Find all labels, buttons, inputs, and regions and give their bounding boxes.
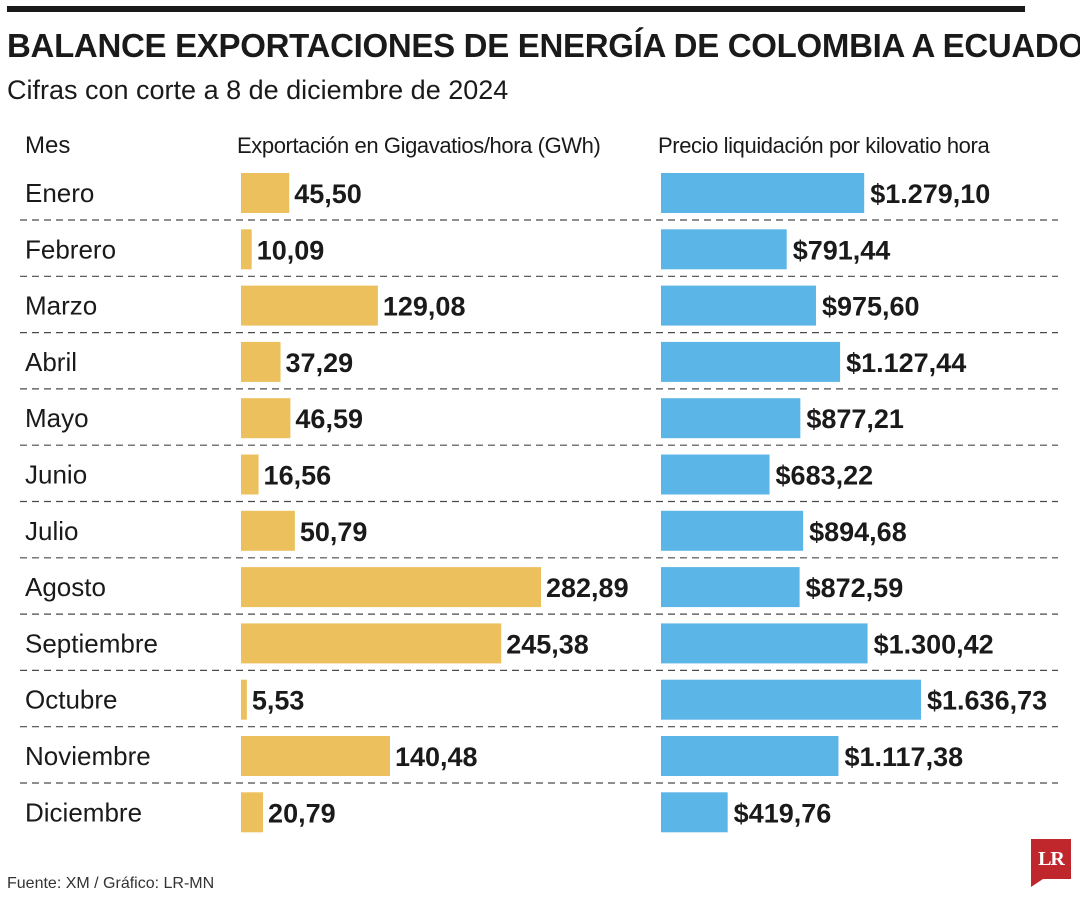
- price-value-label: $975,60: [822, 292, 920, 322]
- month-label: Abril: [25, 347, 77, 377]
- price-value-label: $1.127,44: [846, 348, 966, 378]
- export-value-label: 37,29: [286, 348, 354, 378]
- export-value-label: 129,08: [383, 292, 466, 322]
- month-label: Agosto: [25, 572, 106, 602]
- price-bar: [661, 510, 804, 551]
- month-label: Febrero: [25, 234, 116, 264]
- price-bar: [661, 285, 816, 326]
- export-value-label: 10,09: [257, 235, 325, 265]
- export-value-label: 46,59: [295, 404, 363, 434]
- price-value-label: $683,22: [776, 461, 874, 491]
- export-value-label: 20,79: [268, 798, 336, 828]
- chart-subtitle: Cifras con corte a 8 de diciembre de 202…: [7, 75, 509, 105]
- export-bar: [241, 567, 541, 608]
- export-bar: [241, 454, 259, 495]
- chart-title: BALANCE EXPORTACIONES DE ENERGÍA DE COLO…: [7, 27, 1080, 64]
- month-label: Enero: [25, 178, 94, 208]
- price-bar: [661, 341, 841, 382]
- month-label: Octubre: [25, 685, 118, 715]
- export-bar: [241, 792, 264, 833]
- price-bar: [661, 679, 921, 720]
- export-value-label: 245,38: [506, 629, 589, 659]
- price-bar: [661, 173, 865, 213]
- price-value-label: $1.300,42: [874, 629, 994, 659]
- export-bar: [241, 341, 281, 382]
- price-bar: [661, 229, 787, 270]
- export-bar: [241, 229, 252, 270]
- export-bar: [241, 679, 247, 720]
- lr-logo: LR: [1031, 839, 1071, 887]
- export-bar: [241, 173, 290, 213]
- export-value-label: 45,50: [294, 179, 362, 209]
- month-label: Julio: [25, 516, 78, 546]
- month-label: Noviembre: [25, 741, 151, 771]
- export-column-header: Exportación en Gigavatios/hora (GWh): [237, 133, 601, 158]
- month-label: Junio: [25, 460, 87, 490]
- month-label: Mayo: [25, 403, 89, 433]
- price-bar: [661, 792, 728, 833]
- month-column-header: Mes: [25, 132, 71, 159]
- export-value-label: 282,89: [546, 573, 629, 603]
- export-bar: [241, 285, 378, 326]
- export-bar: [241, 623, 502, 664]
- top-rule: [7, 6, 1025, 12]
- price-value-label: $791,44: [793, 235, 891, 265]
- price-value-label: $894,68: [809, 517, 907, 547]
- price-value-label: $872,59: [806, 573, 904, 603]
- price-value-label: $877,21: [806, 404, 904, 434]
- source-note: Fuente: XM / Gráfico: LR-MN: [7, 875, 215, 892]
- month-label: Diciembre: [25, 797, 142, 827]
- month-label: Septiembre: [25, 628, 158, 658]
- export-bar: [241, 510, 295, 551]
- price-bar: [661, 454, 770, 495]
- price-value-label: $1.117,38: [844, 742, 963, 772]
- price-value-label: $1.636,73: [927, 686, 1047, 716]
- price-bar: [661, 623, 868, 664]
- price-column-header: Precio liquidación por kilovatio hora: [658, 133, 990, 158]
- month-label: Marzo: [25, 291, 97, 321]
- price-bar: [661, 736, 839, 776]
- export-value-label: 50,79: [300, 517, 368, 547]
- price-value-label: $1.279,10: [870, 179, 990, 209]
- export-value-label: 5,53: [252, 686, 305, 716]
- export-value-label: 16,56: [264, 461, 332, 491]
- export-bar: [241, 398, 291, 439]
- price-bar: [661, 567, 800, 608]
- export-bar: [241, 736, 390, 776]
- export-value-label: 140,48: [395, 742, 478, 772]
- price-bar: [661, 398, 801, 439]
- price-value-label: $419,76: [734, 798, 832, 828]
